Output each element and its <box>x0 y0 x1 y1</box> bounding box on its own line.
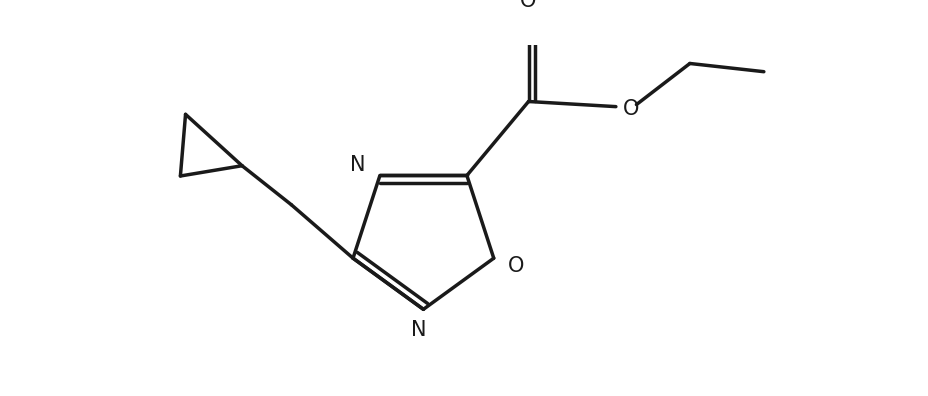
Text: O: O <box>508 257 524 276</box>
Text: N: N <box>349 155 365 175</box>
Text: O: O <box>623 99 638 119</box>
Text: O: O <box>520 0 536 11</box>
Text: N: N <box>410 320 426 340</box>
